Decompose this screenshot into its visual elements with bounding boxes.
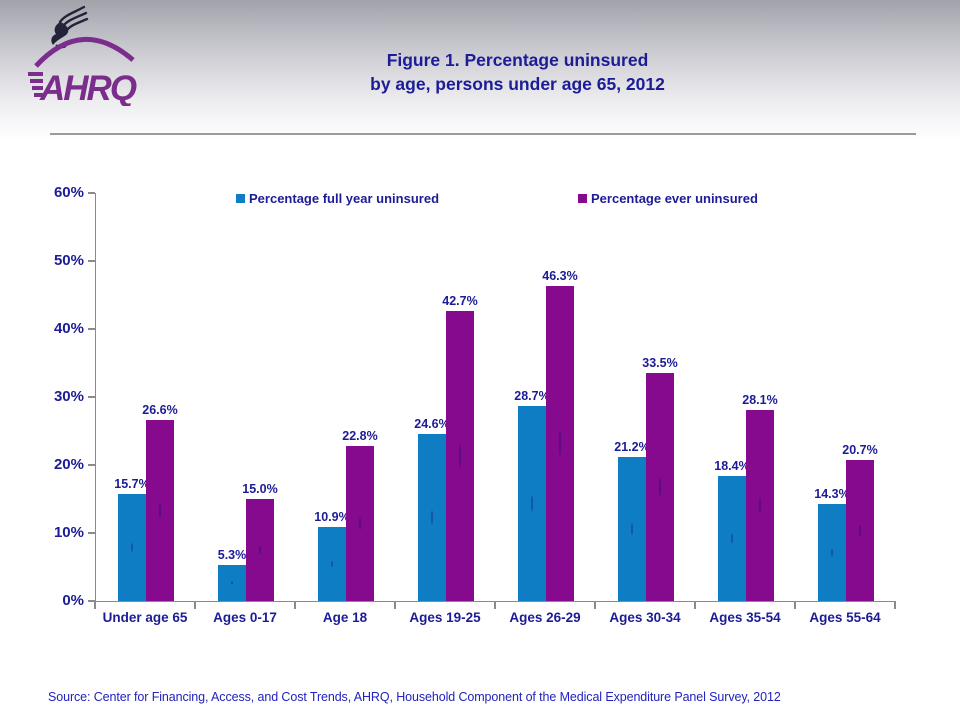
y-axis-tick-mark bbox=[88, 532, 95, 534]
logo-text: AHRQ bbox=[39, 69, 137, 106]
bar-value-label: 15.7% bbox=[114, 477, 150, 492]
bar-ever-uninsured bbox=[546, 286, 574, 601]
logo-swoosh bbox=[34, 37, 135, 68]
legend-item-ever: Percentage ever uninsured bbox=[578, 191, 758, 206]
x-axis-category-label: Ages 0-17 bbox=[213, 610, 277, 625]
bar-value-label: 10.9% bbox=[314, 509, 350, 524]
bar-group: 14.3% 20.7% bbox=[796, 193, 896, 601]
bar-full-year-uninsured bbox=[118, 494, 146, 601]
bar-ever-uninsured bbox=[346, 445, 374, 601]
ahrq-logo: AHRQ bbox=[28, 5, 139, 106]
bar-value-label: 24.6% bbox=[414, 416, 450, 431]
bar-full-year-uninsured bbox=[218, 564, 246, 601]
bar-full-year-uninsured bbox=[618, 456, 646, 601]
x-axis-category-label: Under age 65 bbox=[102, 610, 188, 625]
x-axis-labels: Under age 65 Ages 0-17 Age 18 Ages 19-25 Age… bbox=[95, 610, 895, 630]
bar-full-year-uninsured bbox=[818, 503, 846, 601]
source-note: Source: Center for Financing, Access, an… bbox=[48, 690, 781, 704]
y-axis-tick-label: 50% bbox=[53, 252, 84, 269]
header-divider bbox=[50, 133, 916, 135]
bar-value-label: 33.5% bbox=[642, 356, 678, 371]
x-axis-category-label: Ages 35-54 bbox=[709, 610, 781, 625]
x-axis-tick-mark bbox=[94, 602, 96, 609]
x-axis-category-label: Ages 26-29 bbox=[509, 610, 581, 625]
y-axis-tick-label: 40% bbox=[53, 320, 84, 337]
figure-title-line1: Figure 1. Percentage uninsured bbox=[386, 50, 649, 70]
bar-value-label: 18.4% bbox=[714, 458, 750, 473]
y-axis-tick-mark bbox=[88, 192, 95, 194]
bar-value-label: 28.7% bbox=[514, 388, 550, 403]
bar-ever-uninsured bbox=[646, 373, 674, 601]
legend-swatch-ever bbox=[578, 194, 587, 203]
legend-swatch-full-year bbox=[236, 194, 245, 203]
y-axis-tick-label: 0% bbox=[62, 592, 84, 609]
bar-value-label: 21.2% bbox=[614, 439, 650, 454]
bar-value-label: 5.3% bbox=[217, 547, 247, 562]
figure-title: Figure 1. Percentage uninsured by age, p… bbox=[75, 48, 960, 96]
x-axis-tick-mark bbox=[394, 602, 396, 609]
y-axis-tick-label: 30% bbox=[53, 388, 84, 405]
bar-ever-uninsured bbox=[146, 420, 174, 601]
bar-value-label: 20.7% bbox=[842, 443, 878, 458]
bar-ever-uninsured bbox=[846, 460, 874, 601]
bar-value-label: 15.0% bbox=[242, 482, 278, 496]
y-axis-tick-label: 60% bbox=[53, 184, 84, 201]
x-axis-tick-mark bbox=[894, 602, 896, 609]
legend-item-full-year: Percentage full year uninsured bbox=[236, 191, 439, 206]
bar-group: 5.3% 15.0% bbox=[196, 193, 296, 601]
x-axis-category-label: Ages 55-64 bbox=[809, 610, 881, 625]
bar-full-year-uninsured bbox=[518, 405, 546, 601]
y-axis-tick-mark bbox=[88, 464, 95, 466]
bar-ever-uninsured bbox=[446, 310, 474, 601]
x-axis-category-label: Ages 30-34 bbox=[609, 610, 681, 625]
hhs-eagle-icon bbox=[51, 5, 89, 49]
bar-value-label: 22.8% bbox=[342, 428, 378, 443]
x-axis-tick-mark bbox=[194, 602, 196, 609]
bar-group: 10.9% 22.8% bbox=[296, 193, 396, 601]
x-axis-tick-mark bbox=[594, 602, 596, 609]
y-axis: 0% 10% 20% 30% 40% 50% 60% bbox=[0, 184, 95, 609]
y-axis-tick-label: 10% bbox=[53, 524, 84, 541]
y-axis-tick-label: 20% bbox=[53, 456, 84, 473]
x-axis-tick-mark bbox=[294, 602, 296, 609]
logo-speed-stripes bbox=[28, 72, 43, 97]
bar-group: 18.4% 28.1% bbox=[696, 193, 796, 601]
x-axis-category-label: Ages 19-25 bbox=[409, 610, 481, 625]
y-axis-tick-mark bbox=[88, 600, 95, 602]
legend-label-ever: Percentage ever uninsured bbox=[591, 191, 758, 206]
y-axis-tick-mark bbox=[88, 260, 95, 262]
x-axis-tick-mark bbox=[494, 602, 496, 609]
header-gradient-band bbox=[0, 0, 960, 140]
bar-group: 21.2% 33.5% bbox=[596, 193, 696, 601]
bar-full-year-uninsured bbox=[418, 433, 446, 601]
bar-group: 24.6% 42.7% bbox=[396, 193, 496, 601]
bar-group: 15.7% 26.6% bbox=[96, 193, 196, 601]
legend-label-full-year: Percentage full year uninsured bbox=[249, 191, 440, 206]
figure-title-line2: by age, persons under age 65, 2012 bbox=[370, 74, 665, 94]
bar-full-year-uninsured bbox=[318, 526, 346, 601]
plot-area: 15.7% 26.6% 5.3% 15.0% 10.9% 22.8% 24.6% 42.7% 2… bbox=[95, 193, 896, 602]
bar-ever-uninsured bbox=[746, 409, 774, 601]
bar-ever-uninsured bbox=[246, 499, 274, 601]
y-axis-tick-mark bbox=[88, 396, 95, 398]
x-axis-tick-mark bbox=[794, 602, 796, 609]
bar-group: 28.7% 46.3% bbox=[496, 193, 596, 601]
bar-value-label: 26.6% bbox=[142, 403, 178, 418]
y-axis-tick-mark bbox=[88, 328, 95, 330]
x-axis-ticks bbox=[94, 601, 896, 609]
bar-value-label: 42.7% bbox=[442, 293, 478, 308]
bar-value-label: 28.1% bbox=[742, 392, 778, 407]
bar-value-label: 46.3% bbox=[542, 269, 578, 284]
x-axis-category-label: Age 18 bbox=[322, 610, 368, 625]
bar-full-year-uninsured bbox=[718, 475, 746, 601]
x-axis-tick-mark bbox=[694, 602, 696, 609]
bar-value-label: 14.3% bbox=[814, 486, 850, 501]
